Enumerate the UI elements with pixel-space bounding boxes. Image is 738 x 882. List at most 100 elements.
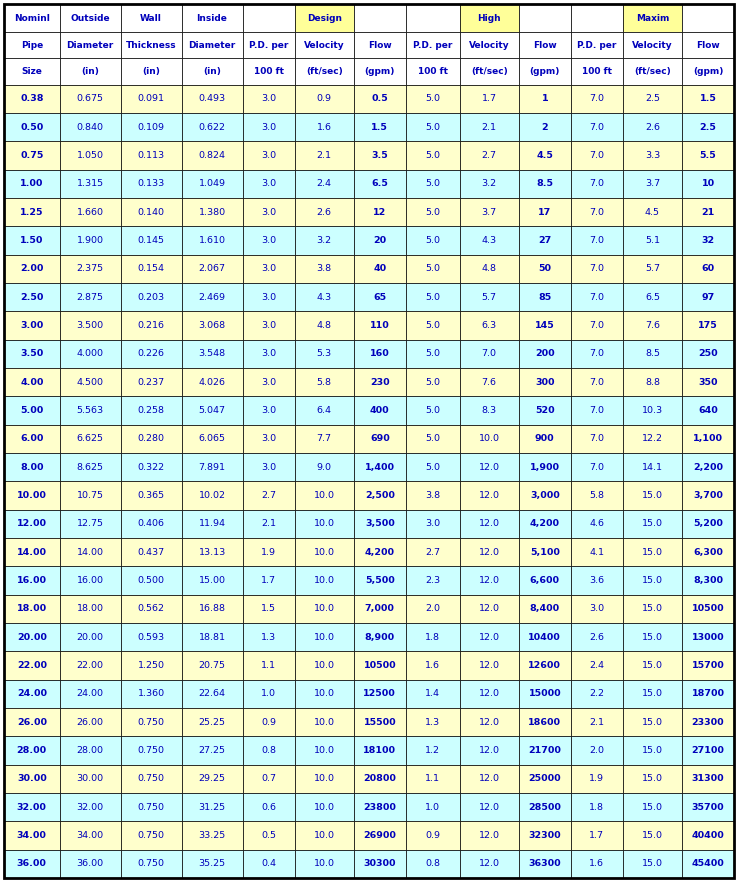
Bar [519,821,570,849]
Text: 27: 27 [538,236,551,245]
Text: 4.026: 4.026 [199,377,226,386]
Bar [182,368,243,396]
Bar [60,283,120,311]
Bar [60,453,120,482]
Bar [4,538,60,566]
Bar [570,708,623,736]
Text: 7.7: 7.7 [317,434,331,444]
Bar [243,680,294,708]
Text: 110: 110 [370,321,390,330]
Text: 0.203: 0.203 [137,293,165,302]
Text: 18100: 18100 [363,746,396,755]
Bar [682,736,734,765]
Bar [623,765,682,793]
Text: 1.250: 1.250 [137,661,165,670]
Text: 1.5: 1.5 [371,123,388,131]
Text: 15.0: 15.0 [642,519,663,528]
Bar [460,538,519,566]
Text: 7.0: 7.0 [589,151,604,160]
Bar [243,396,294,424]
Bar [294,141,354,169]
Bar [570,396,623,424]
Bar [4,227,60,255]
Text: 16.88: 16.88 [199,604,226,613]
Bar [120,594,182,623]
Bar [354,594,406,623]
Bar [570,340,623,368]
Text: 32.00: 32.00 [77,803,103,811]
Text: 1,900: 1,900 [530,463,560,472]
Bar [294,396,354,424]
Bar [570,255,623,283]
Bar [243,793,294,821]
Bar [682,538,734,566]
Text: 0.750: 0.750 [137,859,165,869]
Bar [354,4,406,33]
Bar [120,368,182,396]
Bar [406,623,460,651]
Bar [682,255,734,283]
Bar [294,538,354,566]
Bar [120,283,182,311]
Bar [682,169,734,198]
Text: 12.0: 12.0 [479,859,500,869]
Bar [406,227,460,255]
Text: 0.38: 0.38 [20,94,44,103]
Text: 10.0: 10.0 [314,831,334,840]
Bar [60,340,120,368]
Bar [354,255,406,283]
Bar [182,311,243,340]
Text: 5.7: 5.7 [645,265,660,273]
Text: 12.0: 12.0 [479,604,500,613]
Text: 11.94: 11.94 [199,519,226,528]
Bar [182,33,243,58]
Text: 10: 10 [701,179,714,189]
Bar [519,482,570,510]
Bar [4,651,60,680]
Text: 5.0: 5.0 [425,321,440,330]
Bar [623,340,682,368]
Text: 350: 350 [698,377,718,386]
Text: 5,200: 5,200 [693,519,723,528]
Bar [406,765,460,793]
Text: 0.406: 0.406 [137,519,165,528]
Bar [120,708,182,736]
Text: 10.0: 10.0 [314,690,334,699]
Text: 3.0: 3.0 [261,123,276,131]
Text: 12.0: 12.0 [479,463,500,472]
Text: 0.9: 0.9 [317,94,331,103]
Text: 1.9: 1.9 [589,774,604,783]
Text: 2.375: 2.375 [77,265,103,273]
Text: 7.0: 7.0 [589,377,604,386]
Text: 15.0: 15.0 [642,661,663,670]
Text: 8,300: 8,300 [693,576,723,585]
Bar [406,424,460,453]
Bar [623,482,682,510]
Bar [570,736,623,765]
Bar [623,566,682,594]
Bar [519,283,570,311]
Bar [570,510,623,538]
Text: 0.113: 0.113 [137,151,165,160]
Text: Velocity: Velocity [469,41,509,50]
Bar [623,538,682,566]
Bar [519,169,570,198]
Bar [354,623,406,651]
Text: 27100: 27100 [692,746,725,755]
Bar [4,58,60,85]
Text: 7.0: 7.0 [589,293,604,302]
Bar [294,482,354,510]
Text: 12.2: 12.2 [642,434,663,444]
Bar [243,340,294,368]
Text: 10.0: 10.0 [314,519,334,528]
Bar [460,708,519,736]
Bar [182,538,243,566]
Text: 7,000: 7,000 [365,604,395,613]
Text: 0.5: 0.5 [371,94,388,103]
Text: 20.00: 20.00 [77,632,103,642]
Bar [4,33,60,58]
Bar [519,311,570,340]
Text: 0.109: 0.109 [137,123,165,131]
Bar [294,424,354,453]
Bar [460,368,519,396]
